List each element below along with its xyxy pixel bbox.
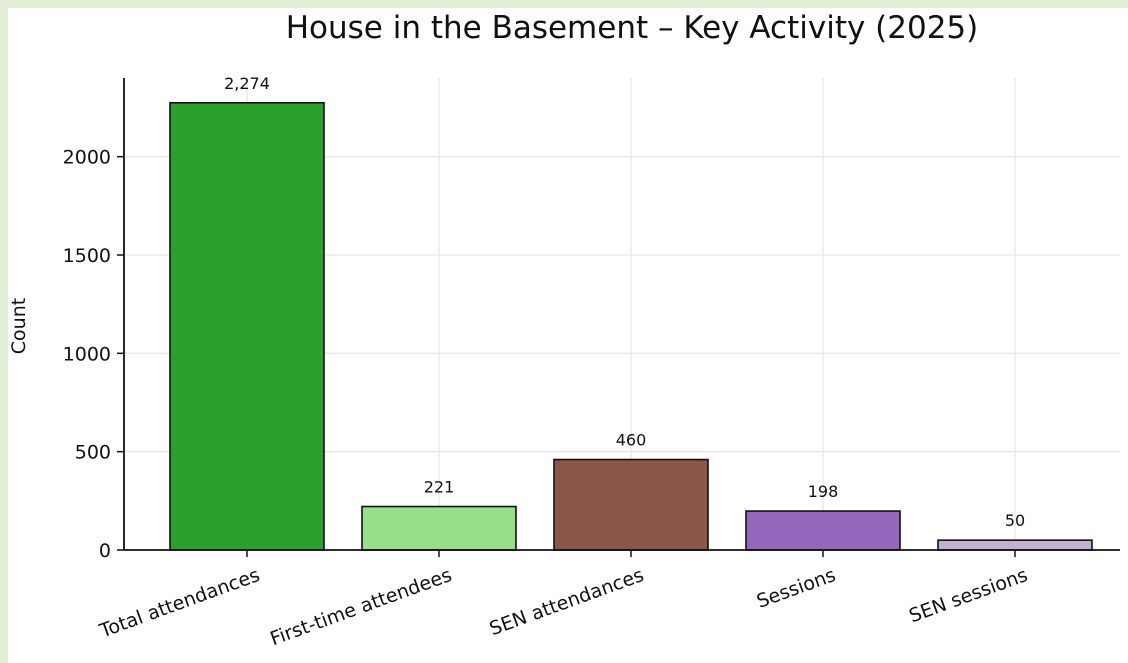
data-label: 2,274 [224,74,270,93]
chart-title: House in the Basement – Key Activity (20… [286,10,979,46]
y-tick-label: 1500 [63,245,111,267]
bar-sen-attendances [553,458,709,551]
x-tick-label: SEN attendances [487,564,647,640]
bar-first-time-attendees [361,505,517,551]
y-axis-label: Count [8,298,30,354]
axes: 0 500 1000 1500 2000 [63,78,1120,562]
data-label: 460 [616,431,647,450]
y-tick-label: 0 [99,540,111,562]
y-tick-label: 500 [75,442,111,464]
category-labels: Total attendances First-time attendees SEN… [96,564,1031,650]
data-label: 50 [1005,511,1025,530]
data-label: 198 [808,482,839,501]
bar-sessions [745,510,901,551]
x-tick-label: First-time attendees [267,564,454,650]
data-label: 221 [424,478,455,497]
x-tick-label: SEN sessions [906,564,1031,627]
bar-total-attendances [169,101,325,551]
chart-container: House in the Basement – Key Activity (20… [8,8,1128,663]
bar-sen-sessions [937,539,1093,551]
x-tick-label: Sessions [754,564,839,613]
x-tick-label: Total attendances [96,564,263,643]
y-tick-label: 1000 [63,343,111,365]
data-labels: 2,274 221 460 198 50 [224,74,1025,530]
y-tick-label: 2000 [63,147,111,169]
bar-chart: House in the Basement – Key Activity (20… [8,10,1120,650]
